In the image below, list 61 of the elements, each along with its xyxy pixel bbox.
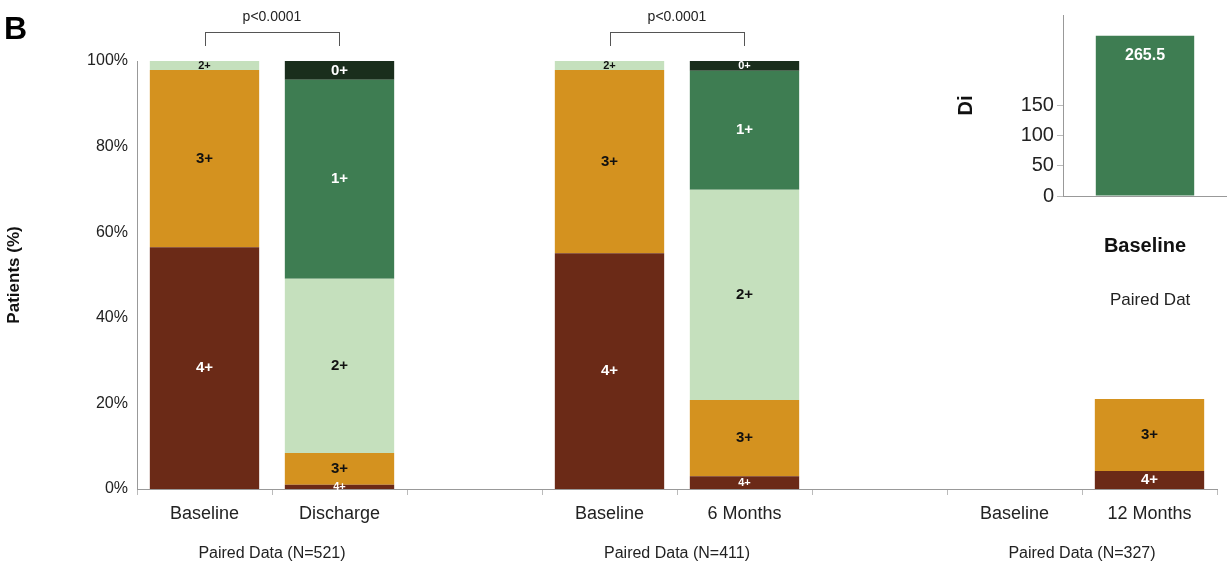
x-tick-label: Baseline bbox=[574, 502, 645, 523]
text: 3+ bbox=[195, 148, 214, 166]
y-tick-label: 0% bbox=[104, 479, 128, 497]
text: 3+ bbox=[1140, 425, 1159, 443]
bar bbox=[554, 253, 665, 489]
text: 4+ bbox=[333, 479, 346, 492]
text: Paired Data (N=411) bbox=[603, 544, 751, 562]
bar bbox=[554, 69, 665, 254]
bar bbox=[689, 476, 800, 489]
x-tick-label: 12 Months bbox=[1107, 502, 1192, 523]
bar bbox=[284, 278, 395, 454]
y-axis-title: Patients (%) bbox=[3, 226, 23, 324]
y-tick-label: 20% bbox=[95, 393, 128, 411]
text: 4+ bbox=[600, 361, 619, 379]
bar bbox=[1094, 471, 1205, 489]
bar bbox=[149, 247, 260, 489]
y-tick-label: 100 bbox=[1020, 123, 1054, 146]
x-tick-label: Discharge bbox=[298, 502, 381, 523]
bar bbox=[554, 61, 665, 70]
y-tick-label: 150 bbox=[1020, 93, 1054, 116]
text: p<0.0001 bbox=[646, 8, 708, 24]
series-label: 2+ bbox=[198, 58, 211, 71]
bar bbox=[284, 61, 395, 80]
text: Paired Data (N=521) bbox=[197, 544, 347, 562]
text: p<0.0001 bbox=[241, 8, 303, 24]
text: Paired Data (N=327) bbox=[1007, 544, 1157, 562]
bar bbox=[689, 189, 800, 400]
bar bbox=[689, 70, 800, 190]
text: 0+ bbox=[330, 60, 349, 78]
y-tick-label: 0 bbox=[1042, 183, 1054, 206]
series-label: 3+ bbox=[330, 459, 349, 477]
text: 1+ bbox=[735, 120, 754, 138]
y-tick-label: 80% bbox=[95, 137, 128, 155]
y-tick-label: 60% bbox=[95, 222, 128, 240]
series-label: 1+ bbox=[330, 169, 349, 187]
x-tick-label: Baseline bbox=[169, 502, 240, 523]
series-label: 4+ bbox=[738, 475, 751, 488]
text: Paired Dat bbox=[1110, 289, 1191, 309]
bar bbox=[284, 79, 395, 279]
x-tick-label: Baseline bbox=[1103, 233, 1187, 256]
text: 4+ bbox=[195, 358, 214, 376]
data-label: 265.5 bbox=[1124, 46, 1166, 64]
bar bbox=[149, 61, 260, 70]
text: 3+ bbox=[600, 151, 619, 169]
text: B bbox=[4, 10, 28, 47]
y-tick-label: 100% bbox=[87, 51, 128, 69]
text: 2+ bbox=[735, 285, 754, 303]
text: 4+ bbox=[1140, 470, 1159, 488]
text: 2+ bbox=[603, 58, 616, 71]
text: 3+ bbox=[735, 428, 754, 446]
text: 2+ bbox=[330, 356, 349, 374]
y-axis-title: Di bbox=[953, 95, 976, 116]
bar bbox=[689, 61, 800, 71]
x-tick-label: 6 Months bbox=[707, 502, 782, 523]
y-tick-label: 40% bbox=[95, 308, 128, 326]
bar bbox=[149, 69, 260, 248]
y-tick-label: 50 bbox=[1031, 153, 1054, 176]
series-label: 0+ bbox=[738, 58, 751, 71]
x-tick-label: Baseline bbox=[979, 502, 1050, 523]
bar bbox=[1094, 399, 1205, 472]
bar bbox=[689, 399, 800, 477]
